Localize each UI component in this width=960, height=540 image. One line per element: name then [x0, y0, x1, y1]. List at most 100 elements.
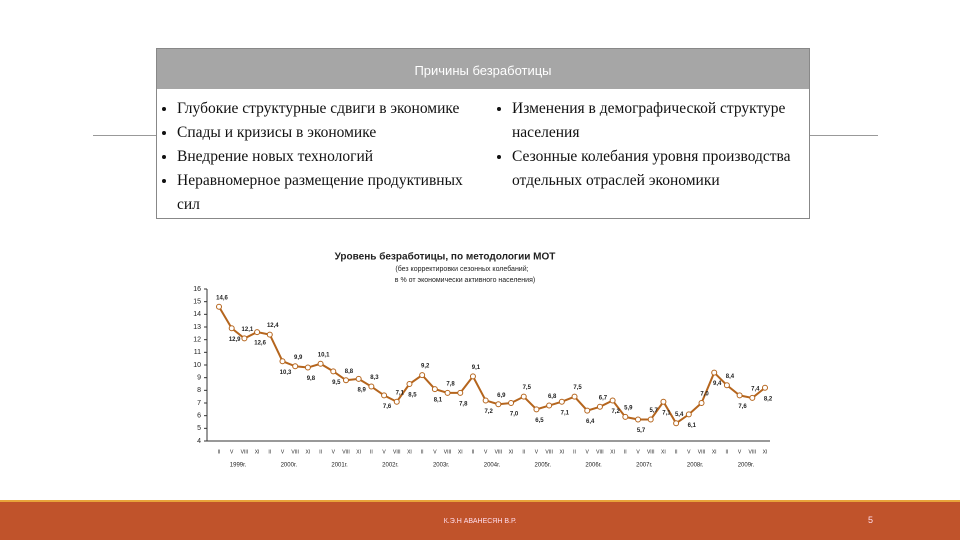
point: [304, 364, 311, 371]
rule: [808, 135, 878, 136]
value-label: 8,2: [764, 396, 773, 402]
page-number: 5: [868, 515, 874, 525]
point: [647, 416, 654, 423]
x-tick-label: V: [484, 449, 488, 455]
x-tick-label: II: [522, 449, 525, 455]
x-tick-label: VIII: [291, 449, 299, 455]
point: [266, 331, 273, 338]
x-tick-label: II: [624, 449, 627, 455]
value-label: 6,9: [497, 393, 506, 399]
x-tick-label: V: [230, 449, 234, 455]
value-label: 9,4: [713, 381, 722, 387]
y-tick-label: 8: [197, 387, 201, 394]
x-tick-label: VIII: [342, 449, 350, 455]
point: [317, 360, 324, 367]
point: [558, 398, 565, 405]
y-tick-label: 11: [194, 349, 201, 356]
chart-title: Уровень безработицы, по методологии МОТ: [335, 251, 556, 263]
point: [736, 392, 743, 399]
value-label: 8,8: [345, 369, 354, 375]
y-tick-label: 15: [193, 299, 201, 306]
value-label: 5,4: [675, 412, 684, 418]
x-tick-label: VIII: [393, 449, 401, 455]
x-tick-label: XI: [306, 449, 311, 455]
point: [660, 398, 667, 405]
y-tick-label: 9: [197, 375, 201, 382]
value-label: 7,0: [510, 412, 519, 418]
bullet-item: Глубокие структурные сдвиги в экономике: [177, 97, 477, 121]
y-tick-label: 5: [197, 425, 201, 432]
x-tick-label: II: [218, 449, 221, 455]
value-label: 7,8: [446, 381, 455, 387]
y-tick-label: 6: [197, 413, 201, 420]
value-label: 8,4: [726, 374, 735, 380]
value-label: 7,8: [459, 401, 468, 407]
value-label: 7,1: [662, 410, 671, 416]
x-tick-label: V: [586, 449, 590, 455]
value-label: 7,2: [484, 409, 493, 415]
value-label: 6,1: [688, 423, 697, 429]
x-tick-label: XI: [509, 449, 514, 455]
x-tick-label: XI: [407, 449, 412, 455]
point: [330, 368, 337, 375]
y-tick-label: 16: [193, 286, 201, 293]
footer-text: К.Э.Н АВАНЕСЯН В.Р.: [443, 518, 517, 525]
x-tick-label: XI: [458, 449, 463, 455]
x-tick-label: V: [636, 449, 640, 455]
value-label: 7,6: [738, 404, 747, 410]
value-label: 12,4: [267, 323, 279, 329]
point: [444, 389, 451, 396]
x-tick-label: II: [319, 449, 322, 455]
value-label: 7,4: [751, 387, 760, 393]
chart: Уровень безработицы, по методологии МОТ …: [193, 251, 773, 469]
point: [546, 402, 553, 409]
year-label: 2005г.: [535, 463, 552, 469]
point: [279, 358, 286, 365]
value-label: 9,5: [332, 380, 341, 386]
point: [368, 383, 375, 390]
value-label: 7,5: [523, 385, 532, 391]
point: [241, 335, 248, 342]
point: [292, 363, 299, 370]
y-tick-label: 10: [193, 362, 201, 369]
point: [571, 393, 578, 400]
x-tick-label: II: [573, 449, 576, 455]
year-label: 2007г.: [636, 463, 653, 469]
value-label: 8,3: [370, 375, 379, 381]
x-tick-label: V: [738, 449, 742, 455]
value-label: 7,6: [383, 404, 392, 410]
point: [355, 375, 362, 382]
x-tick-label: II: [726, 449, 729, 455]
year-label: 2002г.: [382, 463, 399, 469]
line: [218, 306, 766, 425]
bullet-item: Сезонные колебания уровня производства о…: [512, 145, 807, 193]
x-tick-label: XI: [255, 449, 260, 455]
x-tick-label: XI: [712, 449, 717, 455]
value-label: 5,7: [650, 408, 659, 414]
x-tick-label: II: [421, 449, 424, 455]
point: [342, 377, 349, 384]
value-label: 7,5: [573, 385, 582, 391]
value-label: 8,1: [434, 398, 443, 404]
y-tick-label: 13: [193, 324, 201, 331]
box-title: Причины безработицы: [157, 49, 809, 89]
x-tick-label: V: [433, 449, 437, 455]
point: [381, 392, 388, 399]
x-tick-label: XI: [610, 449, 615, 455]
point: [749, 394, 756, 401]
x-tick-label: V: [687, 449, 691, 455]
x-tick-label: II: [472, 449, 475, 455]
year-label: 2000г.: [281, 463, 298, 469]
x-tick-label: II: [268, 449, 271, 455]
point: [520, 393, 527, 400]
value-label: 7,0: [700, 392, 709, 398]
point: [685, 411, 692, 418]
x-tick-label: VIII: [444, 449, 452, 455]
bullet-item: Спады и кризисы в экономике: [177, 121, 477, 145]
point: [495, 401, 502, 408]
point: [762, 384, 768, 391]
year-label: 2004г.: [484, 463, 501, 469]
value-label: 12,6: [254, 341, 266, 347]
value-label: 9,1: [472, 365, 481, 371]
